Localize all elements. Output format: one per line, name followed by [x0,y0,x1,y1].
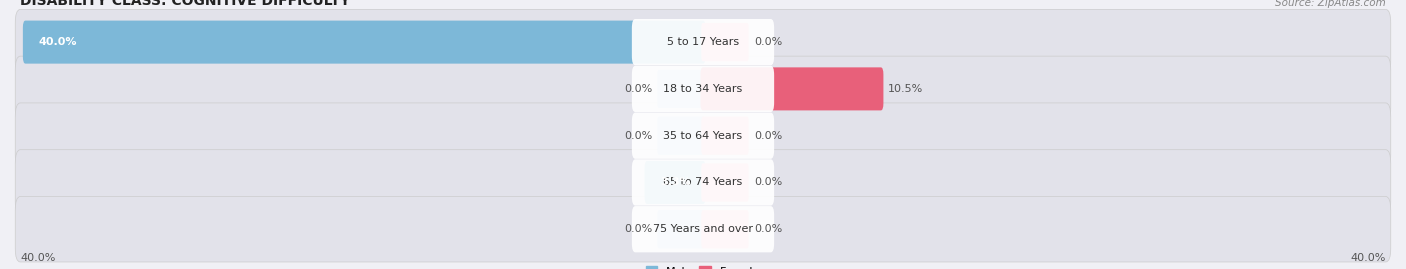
Text: 5 to 17 Years: 5 to 17 Years [666,37,740,47]
Legend: Male, Female: Male, Female [647,267,759,269]
Text: Source: ZipAtlas.com: Source: ZipAtlas.com [1275,0,1386,8]
FancyBboxPatch shape [22,21,706,64]
Text: DISABILITY CLASS: COGNITIVE DIFFICULTY: DISABILITY CLASS: COGNITIVE DIFFICULTY [20,0,350,8]
FancyBboxPatch shape [15,9,1391,75]
Text: 0.0%: 0.0% [624,131,652,141]
Text: 0.0%: 0.0% [624,224,652,234]
FancyBboxPatch shape [702,210,749,248]
FancyBboxPatch shape [702,163,749,202]
Text: 40.0%: 40.0% [20,253,56,263]
Text: 18 to 34 Years: 18 to 34 Years [664,84,742,94]
FancyBboxPatch shape [15,150,1391,215]
FancyBboxPatch shape [631,66,775,112]
FancyBboxPatch shape [657,210,704,248]
Text: 3.3%: 3.3% [661,178,692,187]
FancyBboxPatch shape [15,103,1391,168]
FancyBboxPatch shape [15,196,1391,262]
FancyBboxPatch shape [631,19,775,65]
FancyBboxPatch shape [702,23,749,61]
Text: 35 to 64 Years: 35 to 64 Years [664,131,742,141]
Text: 65 to 74 Years: 65 to 74 Years [664,178,742,187]
Text: 75 Years and over: 75 Years and over [652,224,754,234]
Text: 0.0%: 0.0% [624,84,652,94]
FancyBboxPatch shape [702,116,749,155]
FancyBboxPatch shape [631,206,775,252]
FancyBboxPatch shape [700,67,883,110]
FancyBboxPatch shape [644,161,706,204]
FancyBboxPatch shape [15,56,1391,122]
FancyBboxPatch shape [657,116,704,155]
Text: 0.0%: 0.0% [754,131,782,141]
Text: 40.0%: 40.0% [1350,253,1386,263]
Text: 0.0%: 0.0% [754,224,782,234]
Text: 10.5%: 10.5% [887,84,922,94]
FancyBboxPatch shape [631,159,775,206]
FancyBboxPatch shape [631,112,775,159]
FancyBboxPatch shape [657,70,704,108]
Text: 0.0%: 0.0% [754,37,782,47]
Text: 0.0%: 0.0% [754,178,782,187]
Text: 40.0%: 40.0% [39,37,77,47]
